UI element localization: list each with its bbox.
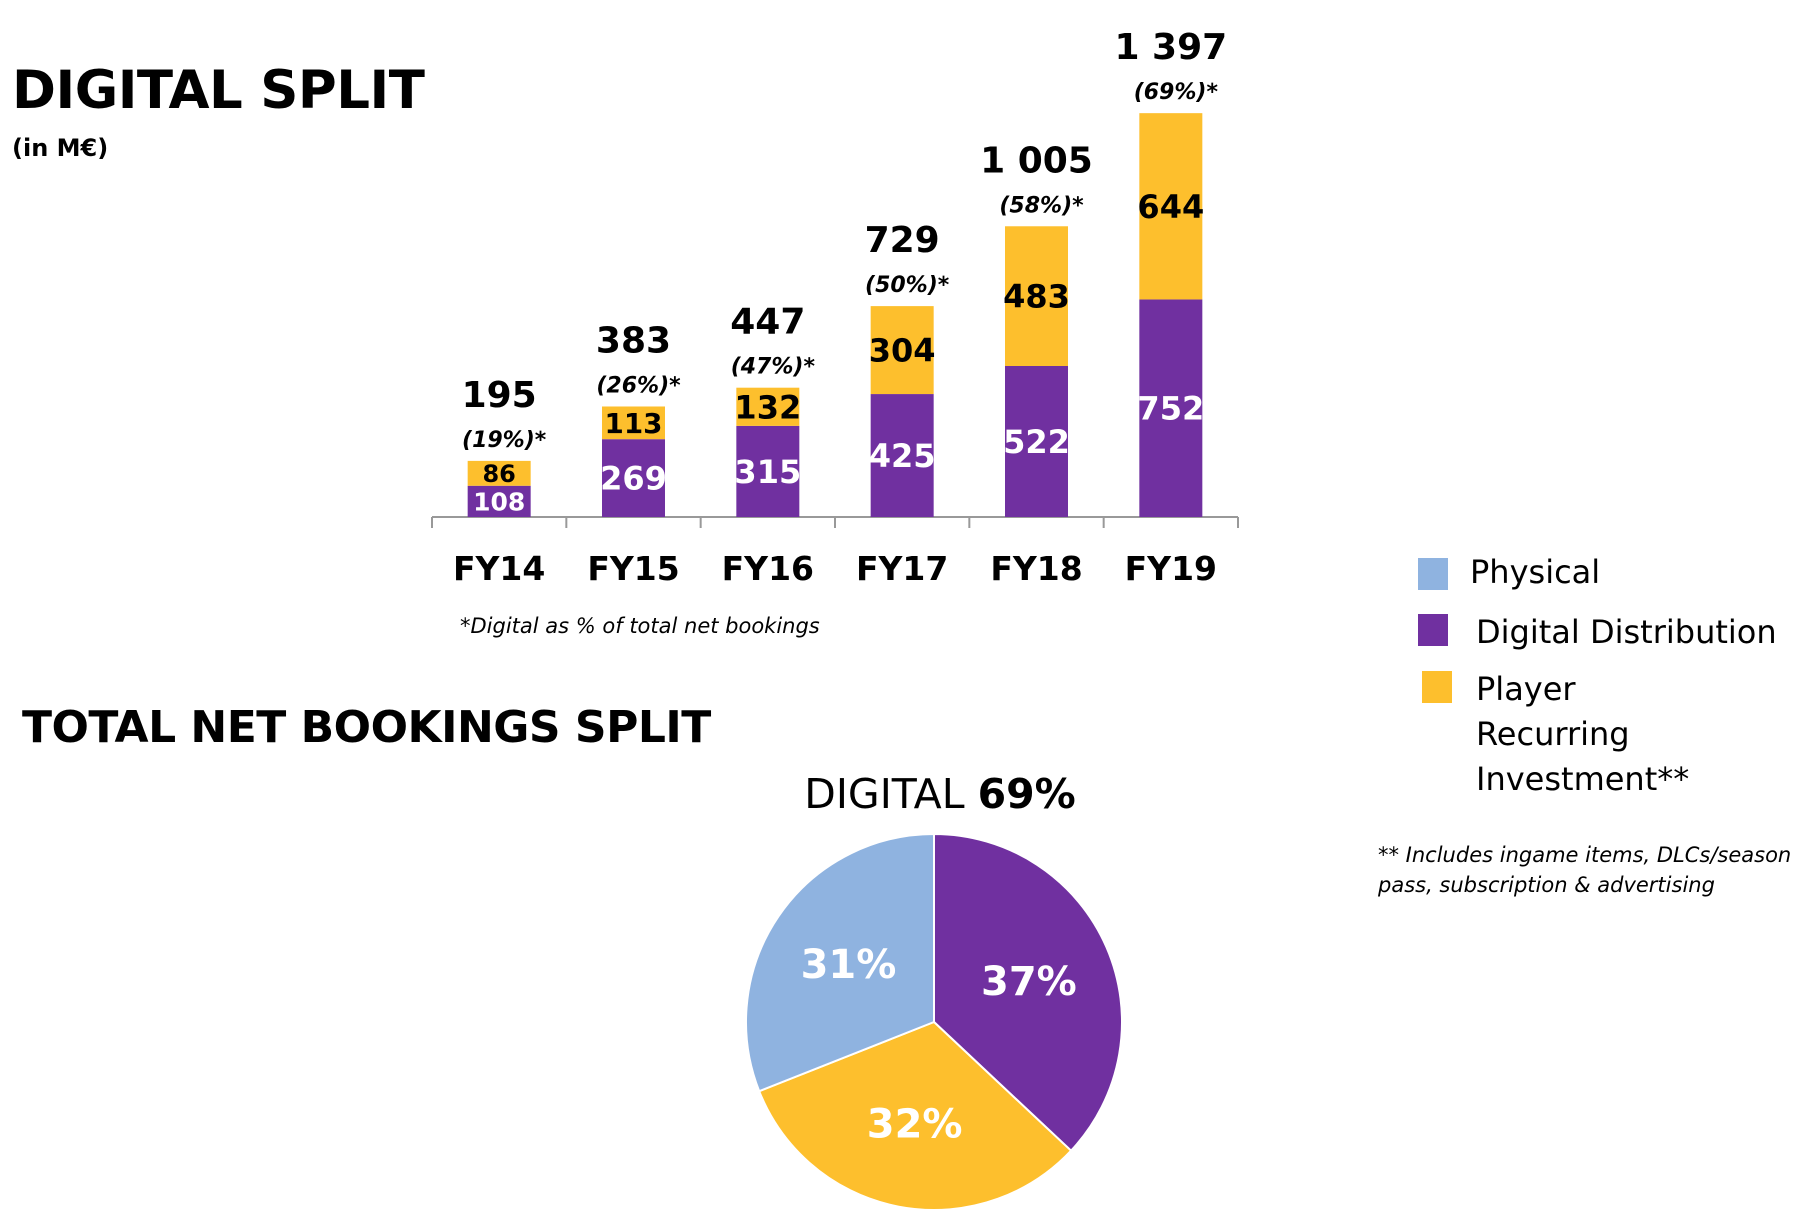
bar-value-label-recurring: 132 bbox=[734, 388, 801, 426]
pie-title: DIGITAL 69% bbox=[740, 770, 1140, 818]
chart-title-digital-split: DIGITAL SPLIT bbox=[12, 60, 425, 121]
bar-value-label-recurring: 483 bbox=[1003, 278, 1070, 316]
pie-title-prefix: DIGITAL bbox=[804, 770, 965, 818]
legend-label-physical: Physical bbox=[1470, 553, 1601, 591]
bar-digital-pct-label: (58%)* bbox=[999, 193, 1084, 218]
bar-digital-pct-label: (26%)* bbox=[596, 373, 681, 398]
bar-player-recurring bbox=[870, 306, 934, 395]
pie-slice bbox=[933, 832, 1123, 1153]
x-tick-label: FY15 bbox=[587, 549, 679, 588]
x-tick-label: FY14 bbox=[453, 549, 545, 588]
bar-player-recurring bbox=[1005, 226, 1068, 366]
bar-value-label-recurring: 304 bbox=[869, 332, 936, 370]
x-tick-label: FY16 bbox=[722, 549, 814, 588]
bar-total-label: 729 bbox=[865, 220, 940, 261]
legend-swatch-physical bbox=[1418, 558, 1448, 590]
bar-digital-distribution bbox=[1005, 365, 1068, 517]
chart-unit-label: (in M€) bbox=[12, 134, 109, 162]
footnote-player-recurring: ** Includes ingame items, DLCs/season pa… bbox=[1378, 843, 1792, 897]
bar-digital-distribution bbox=[736, 425, 800, 517]
bar-player-recurring bbox=[467, 460, 531, 486]
x-tick-label: FY18 bbox=[990, 549, 1082, 588]
pie-title-value: 69% bbox=[977, 770, 1076, 818]
bar-digital-distribution bbox=[1139, 299, 1203, 517]
bar-digital-distribution bbox=[467, 485, 531, 517]
pie-slice bbox=[757, 1020, 1073, 1211]
pie-slice-label: 37% bbox=[981, 959, 1077, 1005]
bar-total-label: 195 bbox=[462, 375, 537, 416]
bar-digital-distribution bbox=[602, 439, 665, 517]
bar-player-recurring bbox=[736, 387, 800, 426]
legend-label-line: Investment** bbox=[1476, 760, 1690, 798]
bar-value-label-recurring: 86 bbox=[482, 460, 515, 488]
bar-total-label: 1 397 bbox=[1114, 27, 1227, 68]
bar-player-recurring bbox=[602, 406, 665, 440]
bar-digital-distribution bbox=[870, 394, 934, 517]
bar-total-label: 1 005 bbox=[980, 140, 1093, 181]
x-tick-label: FY19 bbox=[1125, 549, 1217, 588]
bar-value-label-digital: 108 bbox=[473, 487, 525, 516]
legend-label-line: Player bbox=[1476, 670, 1576, 708]
legend-label-player-recurring: Player Recurring Investment** bbox=[1476, 667, 1689, 802]
bar-value-label-digital: 315 bbox=[734, 453, 801, 491]
footnote-digital-pct: *Digital as % of total net bookings bbox=[460, 614, 820, 638]
bar-total-label: 447 bbox=[730, 302, 805, 343]
bar-digital-pct-label: (19%)* bbox=[462, 428, 547, 453]
bar-digital-pct-label: (47%)* bbox=[731, 355, 816, 380]
pie-slice-label: 31% bbox=[801, 942, 897, 988]
pie-slice-label: 32% bbox=[867, 1102, 963, 1148]
bar-digital-pct-label: (69%)* bbox=[1134, 80, 1219, 105]
x-tick-label: FY17 bbox=[856, 549, 948, 588]
legend-swatch-digital-distribution bbox=[1418, 614, 1448, 646]
bar-value-label-digital: 269 bbox=[600, 460, 667, 498]
chart-title-total-net-bookings: TOTAL NET BOOKINGS SPLIT bbox=[22, 702, 711, 753]
bar-digital-pct-label: (50%)* bbox=[865, 273, 950, 298]
bar-player-recurring bbox=[1139, 113, 1203, 300]
pie-slice bbox=[745, 832, 935, 1093]
legend-label-digital-distribution: Digital Distribution bbox=[1476, 613, 1777, 651]
bar-total-label: 383 bbox=[596, 320, 671, 361]
bar-value-label-digital: 752 bbox=[1137, 390, 1204, 428]
bar-value-label-recurring: 113 bbox=[605, 407, 663, 440]
bar-value-label-digital: 522 bbox=[1003, 423, 1070, 461]
legend-swatch-player-recurring bbox=[1422, 671, 1452, 703]
bar-value-label-digital: 425 bbox=[869, 437, 936, 475]
bar-value-label-recurring: 644 bbox=[1137, 188, 1204, 226]
legend-label-line: Recurring bbox=[1476, 715, 1630, 753]
